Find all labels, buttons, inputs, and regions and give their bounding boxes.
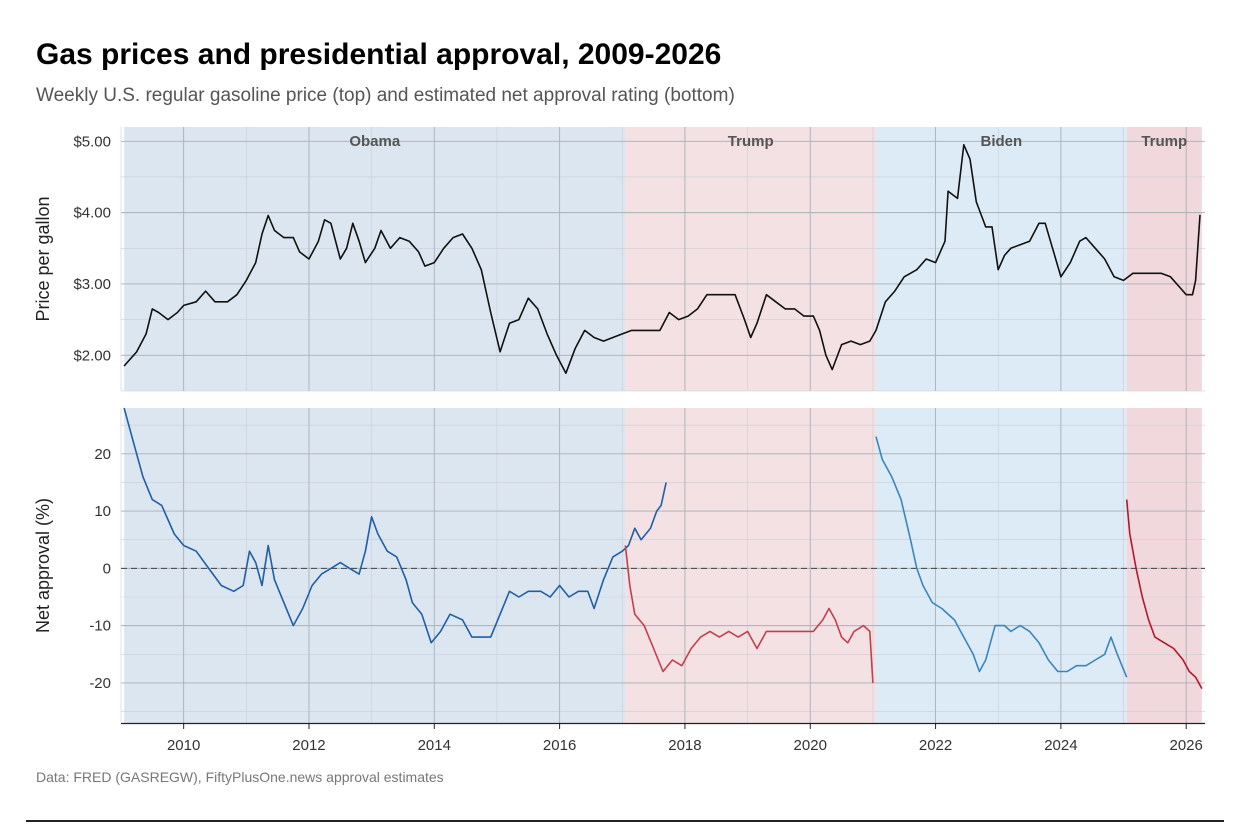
x-tick-label: 2020 [794, 737, 827, 754]
y-tick-label: 10 [94, 503, 111, 520]
y-tick-label: $3.00 [73, 276, 111, 293]
gas-y-axis-label: Price per gallon [33, 196, 53, 321]
x-tick-label: 2010 [167, 737, 200, 754]
y-tick-label: 0 [103, 560, 111, 577]
y-tick-label: -10 [89, 618, 111, 635]
y-tick-label: $4.00 [73, 205, 111, 222]
bottom-rule [26, 820, 1224, 822]
approval-series-line-1 [624, 545, 874, 683]
approval-series-line-3 [1125, 499, 1203, 689]
x-tick-label: 2014 [418, 737, 451, 754]
presidency-band [1126, 127, 1202, 391]
presidency-band [124, 127, 626, 391]
presidency-label: Trump [1141, 133, 1187, 150]
presidency-band [625, 408, 877, 723]
y-tick-label: -20 [89, 675, 111, 692]
chart-title: Gas prices and presidential approval, 20… [36, 38, 722, 71]
presidency-band [876, 127, 1127, 391]
y-tick-label: $2.00 [73, 347, 111, 364]
y-tick-label: $5.00 [73, 133, 111, 150]
approval-y-axis-label: Net approval (%) [33, 498, 53, 633]
presidency-band [124, 408, 626, 723]
presidency-band [625, 127, 877, 391]
chart-subtitle: Weekly U.S. regular gasoline price (top)… [36, 85, 735, 106]
y-tick-label: 20 [94, 446, 111, 463]
approval-series-line-0 [123, 407, 667, 644]
gas-series-line-0 [123, 144, 1201, 374]
presidency-band [876, 408, 1127, 723]
x-tick-label: 2012 [292, 737, 325, 754]
data-source-caption: Data: FRED (GASREGW), FiftyPlusOne.news … [36, 769, 444, 785]
approval-series-line-2 [875, 436, 1128, 678]
presidency-label: Biden [981, 133, 1023, 150]
presidency-label: Trump [728, 133, 774, 150]
x-tick-label: 2026 [1170, 737, 1203, 754]
x-tick-label: 2018 [668, 737, 701, 754]
presidency-label: Obama [349, 133, 401, 150]
x-tick-label: 2016 [543, 737, 576, 754]
presidency-band [1126, 408, 1202, 723]
x-tick-label: 2022 [919, 737, 952, 754]
x-tick-label: 2024 [1044, 737, 1077, 754]
